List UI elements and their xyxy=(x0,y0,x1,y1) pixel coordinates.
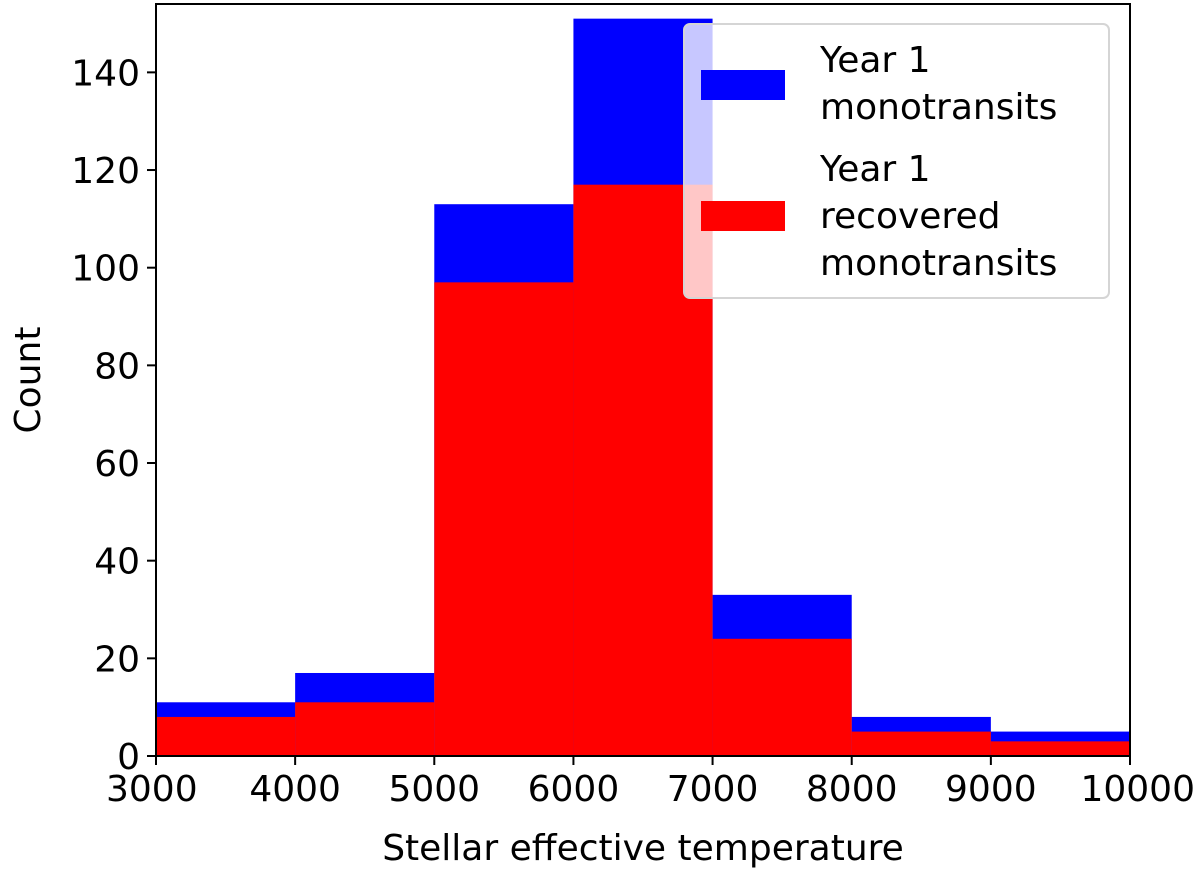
x-tick-label: 4000 xyxy=(249,769,341,810)
plot-frame xyxy=(155,3,1131,757)
y-tick-label: 120 xyxy=(71,151,140,192)
x-tick-label: 3000 xyxy=(106,769,198,810)
y-tick-label: 60 xyxy=(94,444,140,485)
legend: Year 1 monotransits Year 1 recovered mon… xyxy=(683,23,1110,299)
legend-label-recovered-line: Year 1 xyxy=(819,149,931,190)
histogram-bar-series-2 xyxy=(295,702,435,756)
y-tick-label: 20 xyxy=(94,639,140,680)
legend-label-recovered-line: monotransits xyxy=(820,243,1057,284)
x-tick-label: 8000 xyxy=(806,769,898,810)
legend-label-monotransits: Year 1 monotransits xyxy=(819,40,1057,128)
y-axis: 0 20 40 60 80 100 120 140 xyxy=(71,53,156,778)
x-tick-label: 9000 xyxy=(945,769,1037,810)
y-axis-label: Count xyxy=(8,327,49,434)
x-tick-label: 6000 xyxy=(528,769,620,810)
x-tick-label: 7000 xyxy=(667,769,759,810)
legend-swatch-recovered xyxy=(701,201,785,231)
histogram-bar-series-2 xyxy=(434,282,574,756)
y-tick-label: 100 xyxy=(71,249,140,290)
legend-label-monotransits-line: monotransits xyxy=(820,87,1057,128)
x-tick-label: 10000 xyxy=(1080,769,1195,810)
y-tick-label: 40 xyxy=(94,542,140,583)
legend-box xyxy=(683,23,1110,299)
legend-swatch-monotransits xyxy=(701,70,785,100)
x-axis: 3000 4000 5000 6000 7000 8000 9000 10000 xyxy=(106,756,1195,810)
histogram-bar-series-2 xyxy=(712,638,852,756)
legend-label-recovered: Year 1 recovered monotransits xyxy=(819,149,1057,284)
y-tick-label: 140 xyxy=(71,53,140,94)
legend-label-recovered-line: recovered xyxy=(820,196,1000,237)
y-tick-label: 80 xyxy=(94,346,140,387)
x-axis-label: Stellar effective temperature xyxy=(382,828,904,869)
legend-label-monotransits-line: Year 1 xyxy=(819,40,931,81)
histogram-bar-series-2 xyxy=(156,716,296,756)
y-tick-label: 0 xyxy=(117,737,140,778)
x-tick-label: 5000 xyxy=(388,769,480,810)
histogram-bar-series-2 xyxy=(990,741,1130,756)
histogram-bar-series-2 xyxy=(851,731,991,756)
